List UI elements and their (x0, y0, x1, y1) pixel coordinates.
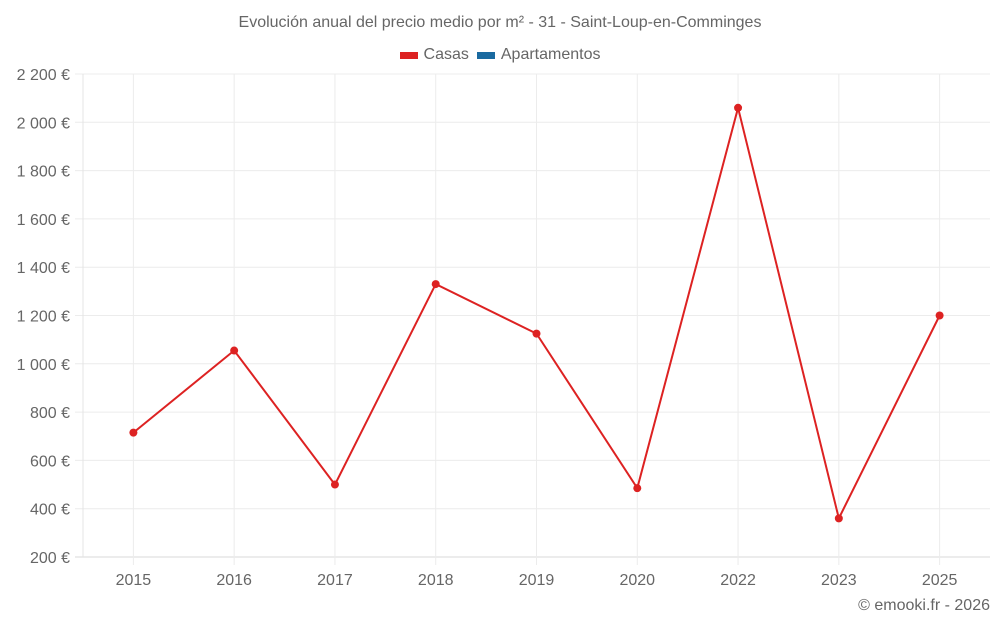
legend-swatch-apartamentos (476, 51, 495, 59)
legend-label-apartamentos: Apartamentos (500, 46, 601, 63)
y-tick-label: 1 400 € (17, 260, 70, 277)
x-tick-label: 2017 (317, 572, 353, 589)
y-tick-label: 1 200 € (17, 309, 70, 326)
legend-item-casas[interactable]: Casas (399, 46, 469, 64)
x-tick-label: 2020 (619, 572, 655, 589)
legend-label-casas: Casas (423, 46, 469, 63)
x-axis: 2015 2016 2017 2018 2019 2020 2022 2023 2025 (116, 572, 958, 589)
data-point[interactable] (431, 280, 440, 289)
data-point[interactable] (633, 484, 642, 493)
x-tick-label: 2022 (720, 572, 756, 589)
data-point[interactable] (734, 103, 743, 112)
y-tick-label: 2 000 € (17, 115, 70, 132)
chart-title: Evolución anual del precio medio por m² … (238, 14, 762, 31)
data-point[interactable] (129, 428, 138, 437)
legend-item-apartamentos[interactable]: Apartamentos (476, 46, 601, 64)
copyright-footer: © emooki.fr - 2026 (858, 597, 990, 614)
legend-swatch-casas (399, 51, 418, 59)
data-point[interactable] (330, 480, 339, 489)
y-tick-label: 600 € (30, 453, 70, 470)
y-tick-label: 1 600 € (17, 212, 70, 229)
x-tick-label: 2023 (821, 572, 857, 589)
x-tick-label: 2025 (922, 572, 958, 589)
chart-legend: Casas Apartamentos (0, 46, 1000, 64)
grid-lines (75, 73, 990, 565)
y-tick-label: 2 200 € (17, 67, 70, 84)
data-point[interactable] (532, 329, 541, 338)
data-point[interactable] (834, 514, 843, 523)
data-point[interactable] (935, 311, 944, 320)
y-tick-label: 200 € (30, 550, 70, 567)
x-tick-label: 2015 (116, 572, 152, 589)
x-tick-label: 2016 (216, 572, 252, 589)
y-tick-label: 1 000 € (17, 357, 70, 374)
y-axis: 200 € 400 € 600 € 800 € 1 000 € 1 200 € 1 400 … (17, 67, 70, 567)
x-tick-label: 2018 (418, 572, 454, 589)
x-tick-label: 2019 (519, 572, 555, 589)
data-point[interactable] (230, 346, 239, 355)
y-tick-label: 400 € (30, 502, 70, 519)
y-tick-label: 800 € (30, 405, 70, 422)
y-tick-label: 1 800 € (17, 164, 70, 181)
series-casas (129, 103, 944, 523)
